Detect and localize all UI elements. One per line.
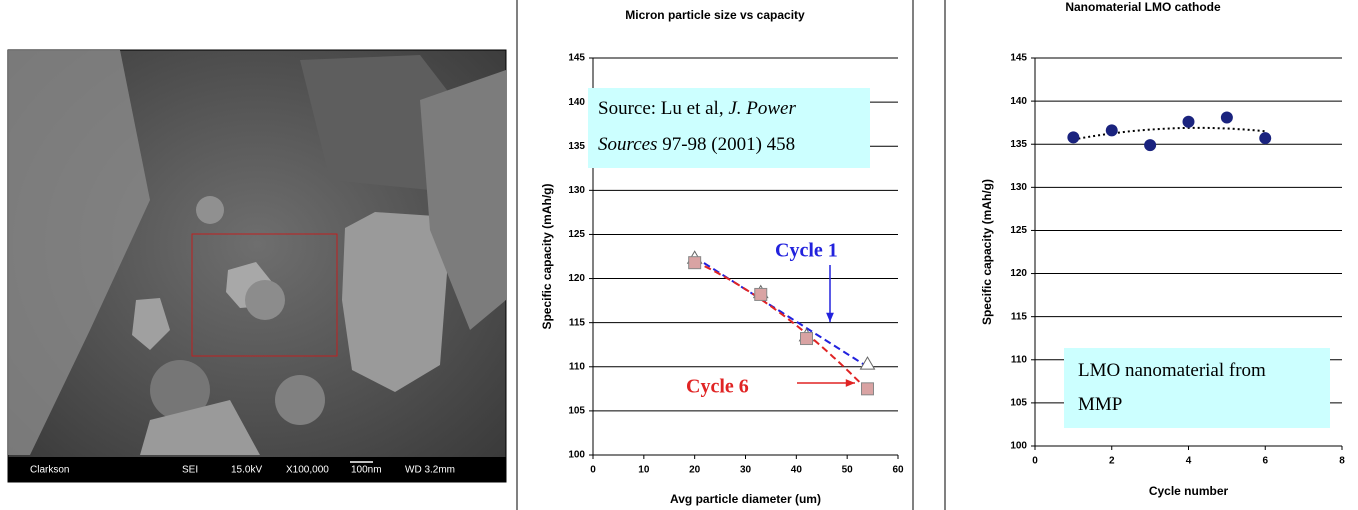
x-tick-label: 0 bbox=[1032, 456, 1038, 467]
marker bbox=[1067, 131, 1080, 144]
y-tick-label: 130 bbox=[568, 185, 585, 196]
x-tick-label: 30 bbox=[740, 465, 752, 476]
x-tick-label: 10 bbox=[638, 465, 650, 476]
sem-grain bbox=[150, 360, 210, 420]
y-tick-label: 145 bbox=[568, 53, 585, 64]
x-tick-label: 0 bbox=[590, 465, 596, 476]
marker bbox=[800, 332, 813, 346]
marker bbox=[754, 287, 768, 301]
annotation: MMP bbox=[1078, 394, 1122, 415]
y-tick-label: 110 bbox=[569, 361, 586, 372]
y-tick-label: 120 bbox=[568, 273, 585, 284]
chart-title: Nanomaterial LMO cathode bbox=[1065, 0, 1221, 14]
sem-grain bbox=[245, 280, 285, 320]
y-tick-label: 145 bbox=[1010, 53, 1027, 64]
annotation-text: LMO nanomaterial from bbox=[1078, 360, 1266, 381]
y-tick-label: 140 bbox=[568, 97, 585, 108]
x-axis-label: Avg particle diameter (um) bbox=[670, 492, 821, 506]
label-bg bbox=[767, 238, 857, 266]
sem-grain bbox=[420, 70, 506, 330]
sem-label: X100,000 bbox=[286, 465, 329, 476]
y-tick-label: 105 bbox=[1010, 398, 1027, 409]
y-axis-label: Specific capacity (mAh/g) bbox=[540, 183, 554, 329]
series-label: Cycle 6 bbox=[686, 376, 749, 398]
trendline bbox=[694, 256, 869, 368]
arrow-head bbox=[826, 312, 834, 322]
sem-label: SEI bbox=[182, 465, 198, 476]
y-tick-label: 130 bbox=[1010, 182, 1027, 193]
y-tick-label: 115 bbox=[1011, 311, 1028, 322]
sem-grain bbox=[275, 375, 325, 425]
sem-label: 100nm bbox=[351, 465, 382, 476]
annotation: Sources 97-98 (2001) 458 bbox=[598, 134, 795, 155]
y-tick-label: 115 bbox=[569, 317, 586, 328]
y-tick-label: 110 bbox=[1011, 354, 1028, 365]
sem-image bbox=[7, 49, 507, 483]
annotation-text: Source: Lu et al, bbox=[598, 98, 728, 119]
y-tick-label: 140 bbox=[1010, 96, 1027, 107]
x-tick-label: 6 bbox=[1262, 456, 1268, 467]
chart-frame bbox=[944, 0, 946, 510]
annotation-text: MMP bbox=[1078, 394, 1122, 415]
marker bbox=[1220, 111, 1233, 124]
sem-selection bbox=[191, 233, 338, 357]
chart-frame bbox=[516, 0, 914, 510]
y-tick-label: 105 bbox=[568, 406, 585, 417]
sem-grain bbox=[342, 212, 448, 392]
x-axis-label: Cycle number bbox=[1149, 484, 1229, 498]
y-axis-label: Specific capacity (mAh/g) bbox=[980, 179, 994, 325]
marker bbox=[859, 356, 876, 370]
marker bbox=[1259, 132, 1272, 145]
annotation-text: Sources bbox=[598, 134, 657, 155]
y-tick-label: 125 bbox=[568, 229, 585, 240]
marker bbox=[688, 256, 702, 270]
y-tick-label: 135 bbox=[568, 141, 585, 152]
sem-grain bbox=[140, 400, 260, 455]
x-tick-label: 60 bbox=[892, 465, 904, 476]
sem-banner bbox=[8, 457, 506, 482]
x-tick-label: 40 bbox=[791, 465, 803, 476]
sem-grain bbox=[8, 50, 150, 455]
y-tick-label: 100 bbox=[1010, 441, 1027, 452]
marker bbox=[1105, 124, 1118, 137]
annotation: Source: Lu et al, J. Power bbox=[598, 98, 796, 119]
label-bg bbox=[678, 374, 768, 402]
arrow-head bbox=[845, 379, 855, 387]
annotation: LMO nanomaterial from bbox=[1078, 360, 1266, 381]
x-tick-label: 2 bbox=[1109, 456, 1115, 467]
x-tick-label: 20 bbox=[689, 465, 701, 476]
x-tick-label: 50 bbox=[842, 465, 854, 476]
annotation-box bbox=[588, 88, 870, 168]
series-label: Cycle 1 bbox=[775, 240, 838, 262]
y-tick-label: 120 bbox=[1010, 268, 1027, 279]
sem-label: WD 3.2mm bbox=[405, 465, 455, 476]
marker bbox=[1144, 139, 1157, 152]
y-tick-label: 125 bbox=[1010, 225, 1027, 236]
sem-grain bbox=[132, 298, 170, 350]
annotation-text: 97-98 (2001) 458 bbox=[657, 134, 795, 155]
annotation-box bbox=[1064, 348, 1330, 428]
y-tick-label: 100 bbox=[568, 450, 585, 461]
marker bbox=[861, 382, 874, 396]
sem-label: Clarkson bbox=[30, 465, 69, 476]
chart-title: Micron particle size vs capacity bbox=[625, 8, 805, 22]
trendline bbox=[1073, 126, 1266, 141]
annotation-text: J. Power bbox=[728, 98, 796, 119]
x-tick-label: 4 bbox=[1186, 456, 1192, 467]
trendline bbox=[694, 260, 869, 391]
y-tick-label: 135 bbox=[1010, 139, 1027, 150]
marker bbox=[1182, 115, 1195, 128]
sem-label: 15.0kV bbox=[231, 465, 262, 476]
sem-grain bbox=[196, 196, 224, 224]
x-tick-label: 8 bbox=[1339, 456, 1345, 467]
